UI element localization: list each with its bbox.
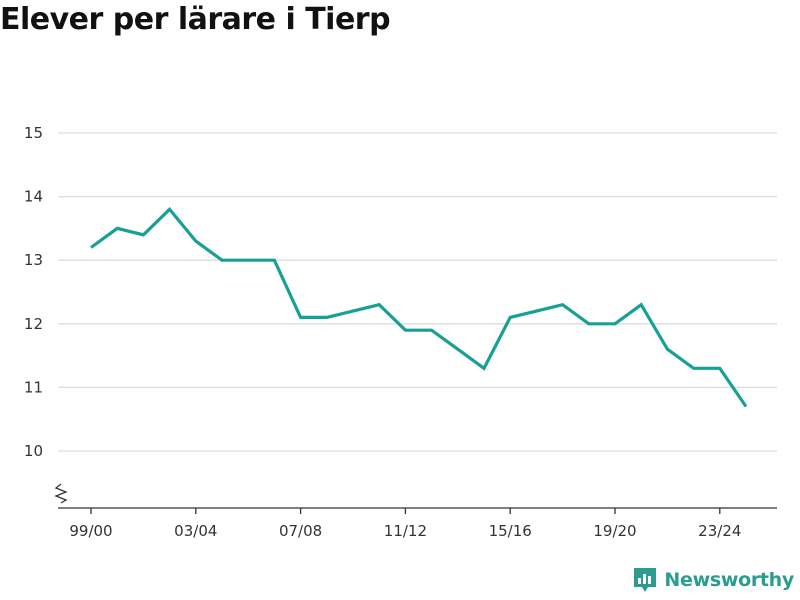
- x-tick-label: 15/16: [489, 522, 532, 540]
- series-line: [90, 206, 748, 408]
- x-tick-label: 11/12: [384, 522, 427, 540]
- chart-title: Elever per lärare i Tierp: [0, 2, 391, 37]
- x-tick-label: 03/04: [174, 522, 217, 540]
- x-tick-label: 99/00: [69, 522, 112, 540]
- x-tick-label: 19/20: [593, 522, 636, 540]
- x-tick-label: 07/08: [279, 522, 322, 540]
- y-tick-label: 13: [24, 251, 43, 269]
- brand-logo: Newsworthy: [632, 566, 794, 594]
- y-tick-label: 15: [24, 124, 43, 142]
- newsworthy-logo-icon: [634, 568, 657, 592]
- x-tick-label: 23/24: [698, 522, 741, 540]
- y-tick-label: 11: [24, 378, 43, 396]
- y-axis-break-icon: [54, 483, 68, 504]
- y-tick-label: 12: [24, 315, 43, 333]
- brand-name: Newsworthy: [664, 569, 794, 591]
- y-tick-label: 10: [24, 442, 43, 460]
- y-tick-label: 14: [24, 188, 43, 206]
